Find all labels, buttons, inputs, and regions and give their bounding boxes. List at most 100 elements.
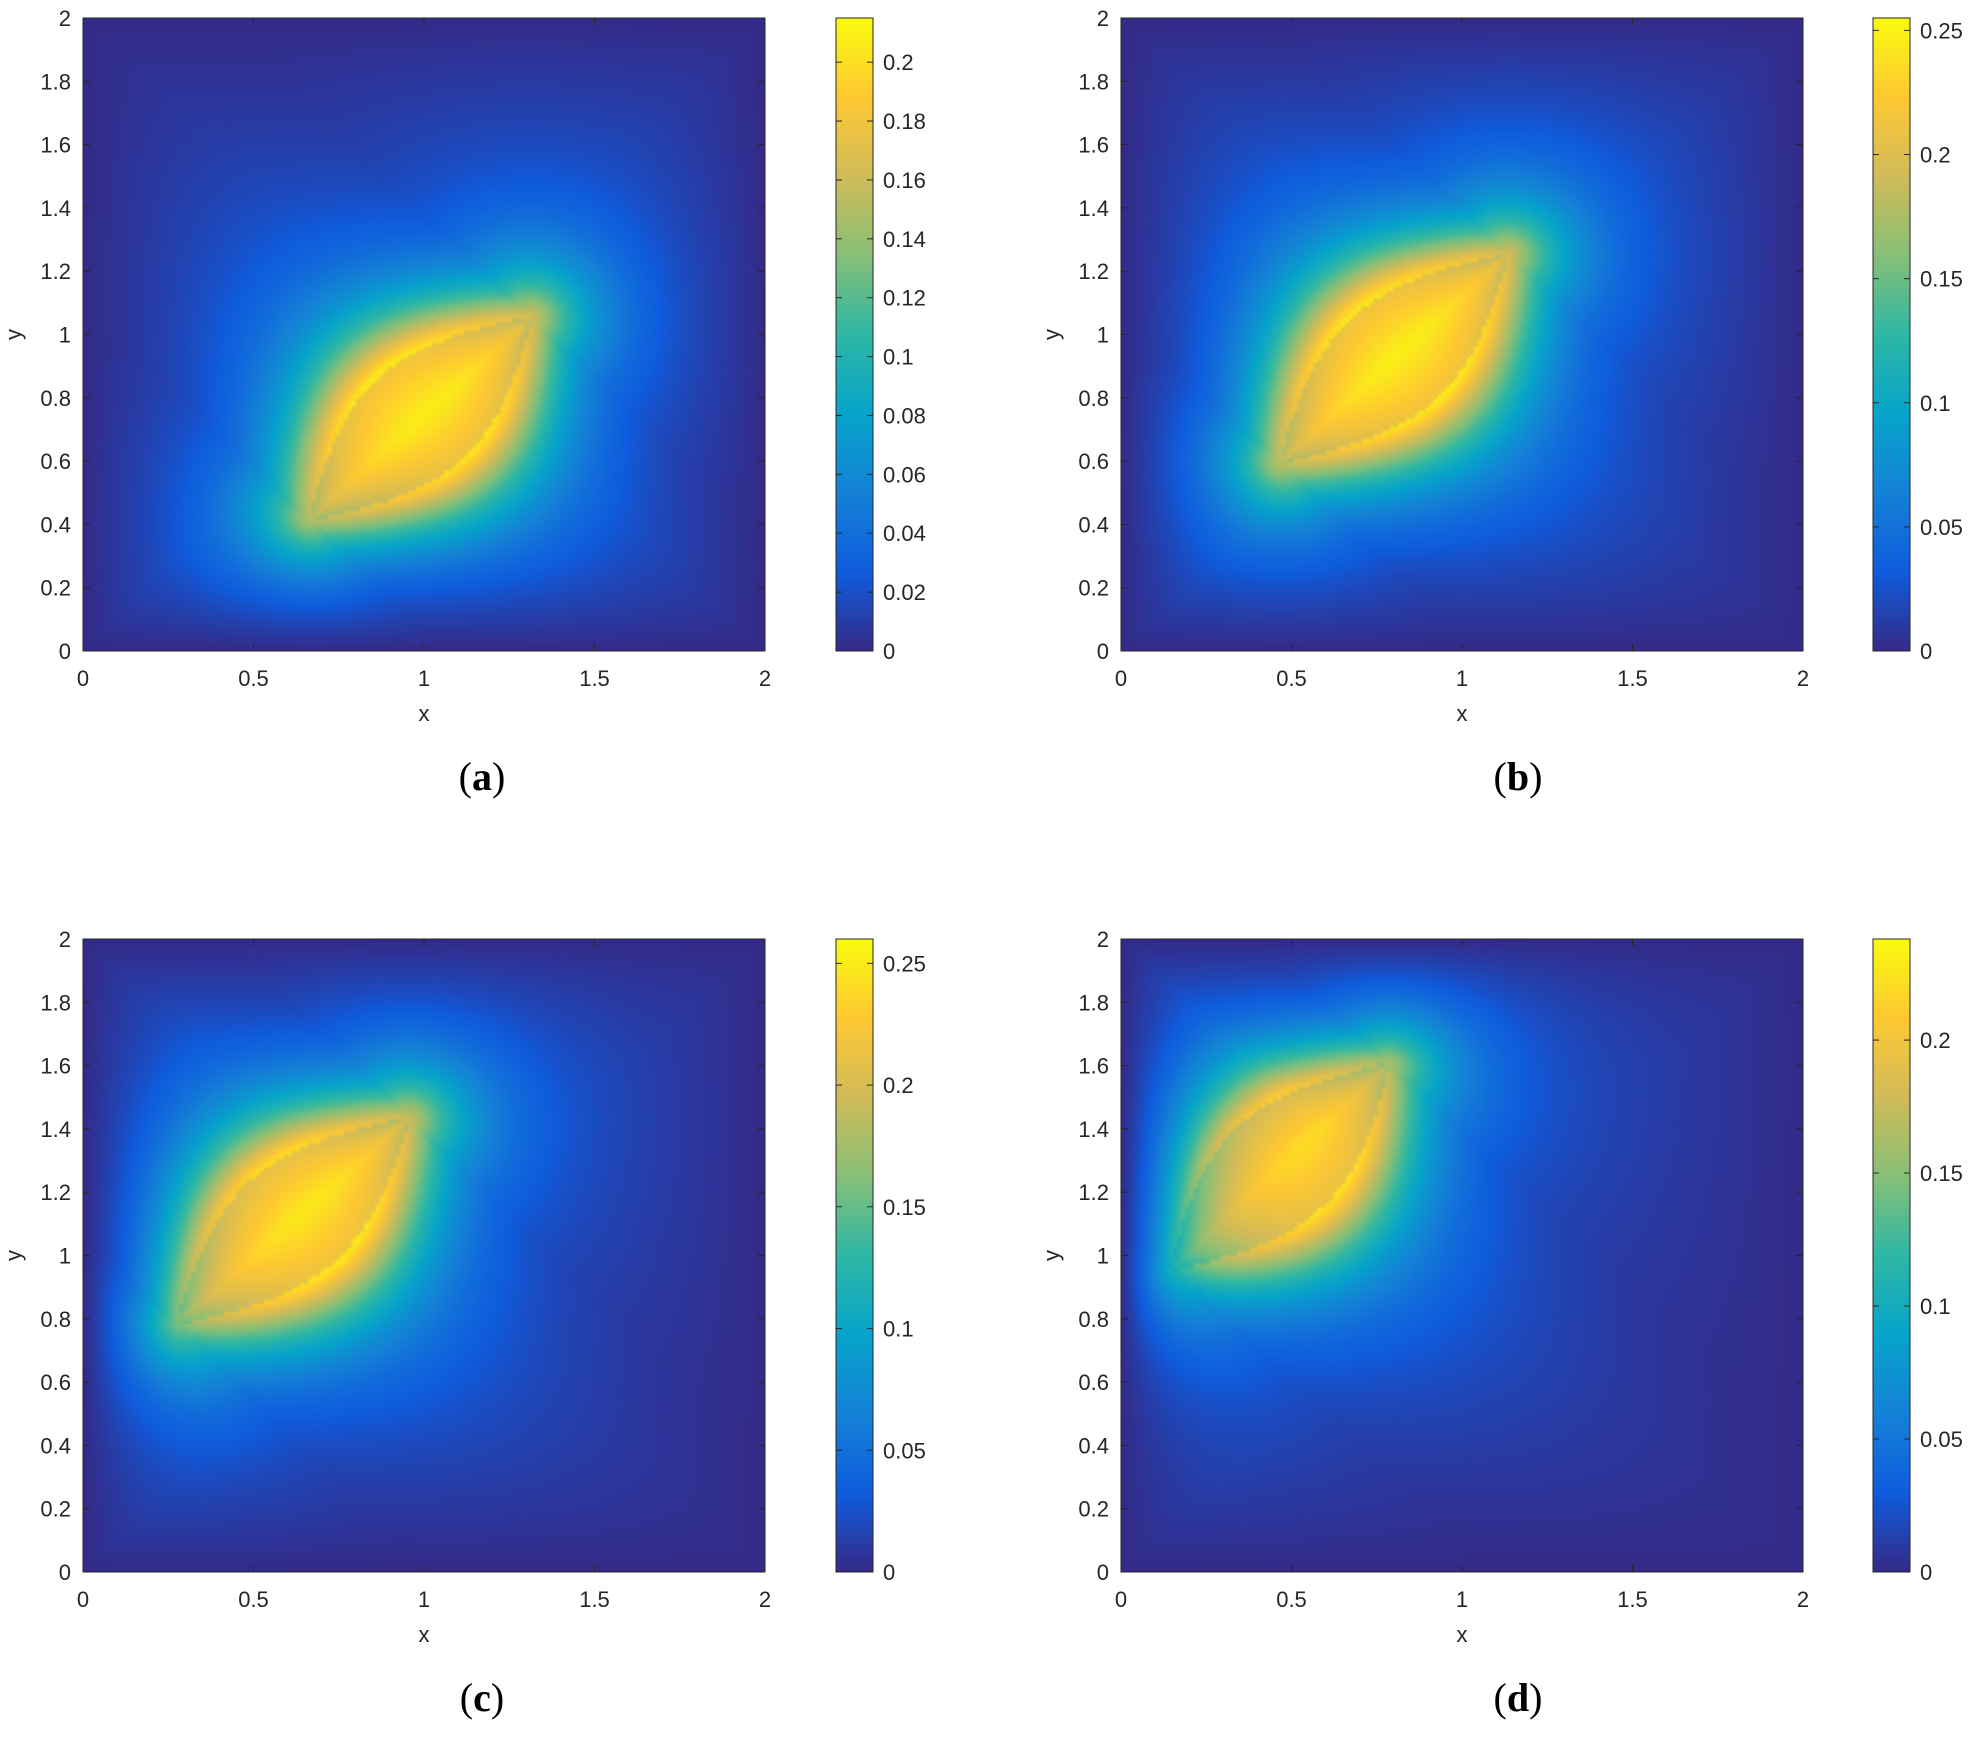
y-tick-label: 0.2	[1078, 576, 1109, 601]
y-tick-label: 1	[1097, 1244, 1109, 1269]
y-tick-label: 0	[59, 639, 71, 664]
heatmap-field	[83, 18, 765, 651]
heatmap-field	[1121, 939, 1803, 1572]
y-tick-label: 1.2	[40, 1180, 71, 1205]
heatmap-field	[1121, 18, 1803, 651]
x-tick-label: 1.5	[1617, 1587, 1648, 1612]
colorbar-tick-label: 0.2	[1920, 1028, 1951, 1053]
colorbar-tick-label: 0	[883, 639, 895, 664]
y-tick-label: 1.2	[1078, 1180, 1109, 1205]
y-axis-label: y	[1039, 329, 1064, 340]
y-tick-label: 0.4	[40, 1433, 71, 1458]
colorbar-tick-label: 0.18	[883, 109, 926, 134]
y-tick-label: 1.6	[1078, 133, 1109, 158]
colorbar-tick-label: 0.14	[883, 227, 926, 252]
y-tick-label: 0	[59, 1560, 71, 1585]
colorbar: 0 0.05 0.1 0.15 0.2 0.25	[1872, 17, 1963, 664]
caption-letter: a	[472, 754, 492, 799]
colorbar-tick-label: 0.1	[883, 1317, 914, 1342]
y-tick-label: 1.4	[40, 1117, 71, 1142]
colorbar-tick-label: 0.06	[883, 462, 926, 487]
x-tick-label: 2	[759, 666, 771, 691]
x-tick-label: 1.5	[579, 666, 610, 691]
colorbar-tick-label: 0.1	[1920, 391, 1951, 416]
x-tick-label: 0.5	[1276, 666, 1307, 691]
x-tick-label: 0	[77, 1587, 89, 1612]
y-tick-label: 2	[1097, 927, 1109, 952]
subplot-caption: (c)	[460, 1675, 504, 1720]
colorbar-tick-label: 0.04	[883, 521, 926, 546]
x-tick-label: 0	[1115, 1587, 1127, 1612]
x-tick-label: 1	[1456, 666, 1468, 691]
subplot-caption: (d)	[1494, 1675, 1543, 1720]
y-tick-label: 0.6	[40, 1370, 71, 1395]
y-tick-label: 0.2	[40, 576, 71, 601]
x-tick-label: 0.5	[238, 1587, 269, 1612]
subplot-a: 0 0.5 1 1.5 200.20.40.60.811.21.41.61.82xy00…	[1, 6, 926, 799]
x-tick-label: 1	[1456, 1587, 1468, 1612]
y-axis-label: y	[1, 329, 26, 340]
colorbar-tick-label: 0.15	[883, 1195, 926, 1220]
x-tick-label: 1	[418, 1587, 430, 1612]
y-tick-label: 1	[59, 323, 71, 348]
x-axis-label: x	[419, 701, 430, 726]
x-tick-label: 2	[1797, 1587, 1809, 1612]
colorbar-tick-label: 0.02	[883, 580, 926, 605]
y-tick-label: 1.2	[40, 259, 71, 284]
caption-letter: b	[1507, 754, 1529, 799]
caption-letter: d	[1507, 1675, 1529, 1720]
y-tick-label: 1.8	[1078, 69, 1109, 94]
y-tick-label: 0	[1097, 1560, 1109, 1585]
y-tick-label: 1.4	[40, 196, 71, 221]
x-axis-label: x	[419, 1622, 430, 1647]
y-tick-label: 0.4	[40, 512, 71, 537]
x-tick-label: 0	[77, 666, 89, 691]
y-tick-label: 1	[59, 1244, 71, 1269]
x-axis-label: x	[1457, 701, 1468, 726]
colorbar-tick-label: 0.25	[883, 951, 926, 976]
subplot-d: 0 0.5 1 1.5 200.20.40.60.811.21.41.61.82xy00…	[1039, 927, 1963, 1720]
y-tick-label: 1.8	[1078, 990, 1109, 1015]
colorbar-tick-label: 0	[883, 1560, 895, 1585]
colorbar-tick-label: 0.2	[883, 1073, 914, 1098]
y-tick-label: 0.4	[1078, 512, 1109, 537]
colorbar-tick-label: 0	[1920, 1560, 1932, 1585]
y-tick-label: 0.4	[1078, 1433, 1109, 1458]
colorbar-tick-label: 0	[1920, 639, 1932, 664]
y-tick-label: 1.8	[40, 69, 71, 94]
subplot-caption: (a)	[459, 754, 506, 799]
y-tick-label: 2	[59, 927, 71, 952]
y-tick-label: 0.6	[1078, 449, 1109, 474]
y-tick-label: 0.8	[40, 1307, 71, 1332]
subplot-b: 0 0.5 1 1.5 200.20.40.60.811.21.41.61.82xy00…	[1039, 6, 1963, 799]
y-tick-label: 1.4	[1078, 196, 1109, 221]
y-tick-label: 1.6	[40, 1054, 71, 1079]
y-axis-label: y	[1, 1250, 26, 1261]
y-tick-label: 0.8	[1078, 1307, 1109, 1332]
x-tick-label: 2	[759, 1587, 771, 1612]
colorbar: 0 0.05 0.1 0.15 0.2	[1872, 938, 1963, 1585]
y-tick-label: 2	[1097, 6, 1109, 31]
colorbar-tick-label: 0.2	[883, 50, 914, 75]
x-tick-label: 0.5	[1276, 1587, 1307, 1612]
x-axis-label: x	[1457, 1622, 1468, 1647]
y-tick-label: 1.4	[1078, 1117, 1109, 1142]
x-tick-label: 0.5	[238, 666, 269, 691]
colorbar-gradient	[835, 938, 874, 1573]
colorbar-tick-label: 0.16	[883, 168, 926, 193]
colorbar-tick-label: 0.15	[1920, 1161, 1963, 1186]
colorbar-tick-label: 0.08	[883, 403, 926, 428]
y-tick-label: 0.2	[40, 1497, 71, 1522]
y-tick-label: 0.8	[1078, 386, 1109, 411]
colorbar-tick-label: 0.25	[1920, 18, 1963, 43]
colorbar-gradient	[1872, 938, 1911, 1573]
subplot-c: 0 0.5 1 1.5 200.20.40.60.811.21.41.61.82xy00…	[1, 927, 926, 1720]
y-tick-label: 1.2	[1078, 259, 1109, 284]
y-tick-label: 0.2	[1078, 1497, 1109, 1522]
x-tick-label: 1	[418, 666, 430, 691]
colorbar-gradient	[1872, 17, 1911, 652]
colorbar-tick-label: 0.05	[1920, 1427, 1963, 1452]
heatmap-field	[83, 939, 765, 1572]
caption-letter: c	[473, 1675, 491, 1720]
